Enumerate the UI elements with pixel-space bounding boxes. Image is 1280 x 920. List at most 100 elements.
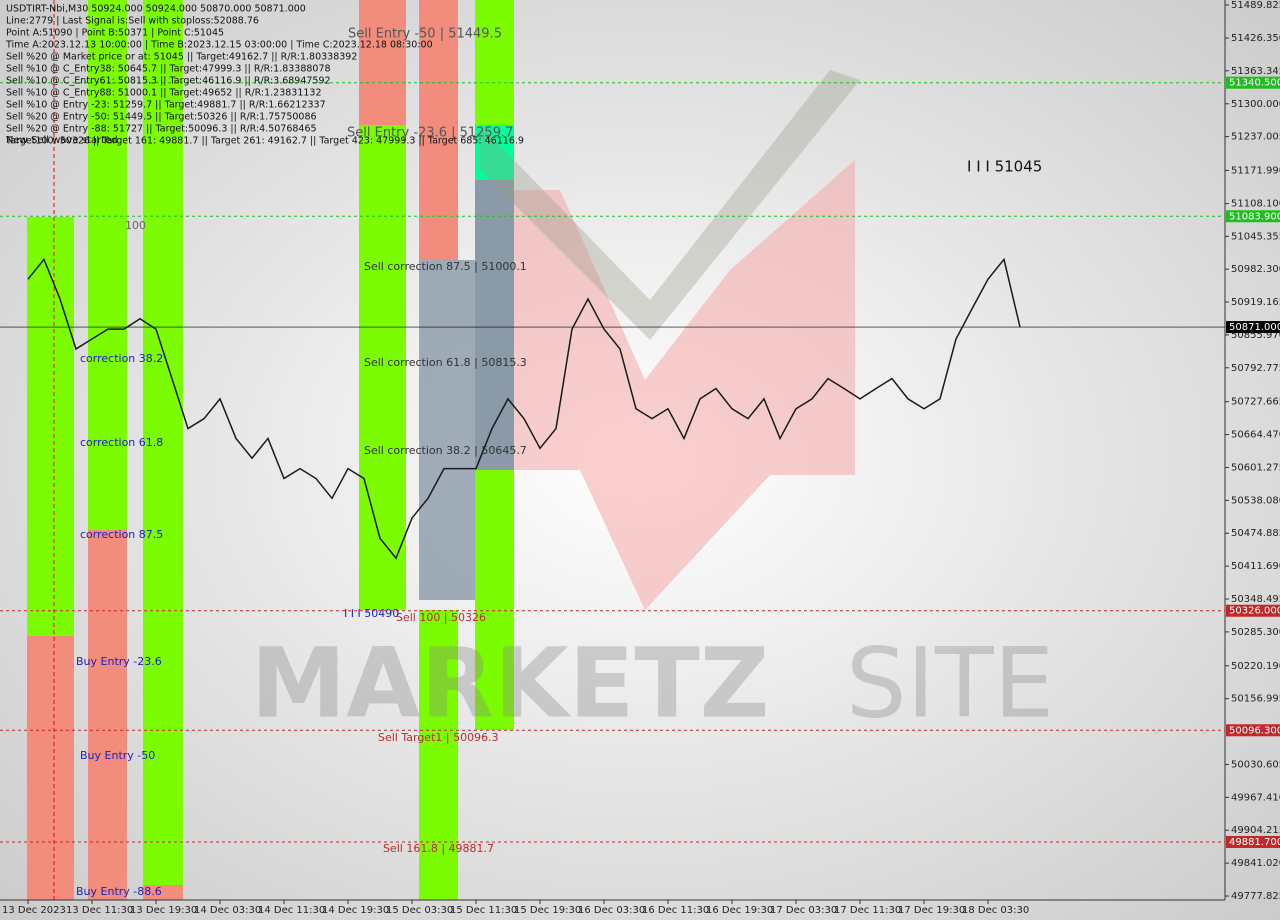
level-label: 51083.900 [1229, 211, 1280, 222]
level-label: 50096.300 [1229, 725, 1280, 736]
y-tick-label: 50030.605 [1231, 759, 1280, 770]
annotation: Sell correction 87.5 | 51000.1 [364, 260, 527, 273]
y-tick-label: 51363.345 [1231, 66, 1280, 77]
y-tick-label: 50348.495 [1231, 594, 1280, 605]
x-tick-label: 14 Dec 11:30 [258, 905, 325, 916]
y-tick-label: 50919.165 [1231, 297, 1280, 308]
y-tick-label: 50727.665 [1231, 397, 1280, 408]
level-label: 51340.500 [1229, 78, 1280, 89]
zone [419, 610, 458, 900]
level-label: 50871.000 [1229, 322, 1280, 333]
annotation: Sell 100 | 50326 [396, 611, 486, 624]
zone [475, 0, 514, 125]
x-tick-label: 16 Dec 19:30 [706, 905, 773, 916]
annotation: Sell correction 61.8 | 50815.3 [364, 356, 527, 369]
x-tick-label: 15 Dec 11:30 [450, 905, 517, 916]
watermark: SITE [846, 627, 1055, 739]
y-tick-label: 49777.825 [1231, 891, 1280, 902]
level-box [1226, 76, 1280, 89]
wave-note: New Sell wave started [6, 135, 118, 146]
zone [27, 636, 74, 900]
y-tick-label: 50601.275 [1231, 462, 1280, 473]
x-tick-label: 13 Dec 19:30 [130, 905, 197, 916]
annotation: correction 87.5 [80, 528, 163, 541]
zone [359, 125, 406, 610]
zone [88, 0, 127, 530]
info-line: Sell %10 @ C_Entry88: 51000.1 || Target:… [6, 88, 322, 99]
info-line: Point A:51090 | Point B:50371 | Point C:… [6, 28, 224, 39]
y-tick-label: 50855.970 [1231, 330, 1280, 341]
x-tick-label: 15 Dec 19:30 [514, 905, 581, 916]
level-label: 49881.700 [1229, 837, 1280, 848]
level-label: 50326.000 [1229, 606, 1280, 617]
info-line: Sell %20 @ Market price or at: 51045 || … [6, 52, 357, 63]
x-tick-label: 17 Dec 11:30 [834, 905, 901, 916]
logo-shape [514, 160, 855, 610]
y-tick-label: 51108.100 [1231, 199, 1280, 210]
info-line: USDTIRT-Nbi,M30 50924.000 50924.000 5087… [6, 4, 306, 15]
info-line: Sell %10 @ C_Entry38: 50645.7 || Target:… [6, 64, 331, 75]
y-tick-label: 49841.020 [1231, 858, 1280, 869]
annotation: Sell Entry -50 | 51449.5 [348, 27, 502, 42]
y-tick-label: 50156.995 [1231, 694, 1280, 705]
y-tick-label: 50664.470 [1231, 430, 1280, 441]
y-tick-label: 51489.825 [1231, 0, 1280, 11]
y-tick-label: 49904.215 [1231, 825, 1280, 836]
zone [88, 530, 127, 900]
zone [143, 0, 183, 885]
zone [143, 885, 183, 900]
info-line: Time A:2023.12.13 10:00:00 | Time B:2023… [5, 40, 433, 51]
y-tick-label: 50792.775 [1231, 363, 1280, 374]
zone [27, 217, 74, 636]
annotation: Buy Entry -88.6 [76, 885, 162, 898]
annotation: Buy Entry -50 [80, 749, 155, 762]
annotation: Sell Target1 | 50096.3 [378, 731, 499, 744]
y-tick-label: 50411.690 [1231, 561, 1280, 572]
x-tick-label: 18 Dec 03:30 [962, 905, 1029, 916]
annotation: 100 [125, 219, 146, 232]
y-tick-label: 49967.410 [1231, 792, 1280, 803]
price-line [27, 257, 1021, 560]
level-box [1226, 835, 1280, 848]
annotation: correction 61.8 [80, 436, 163, 449]
watermark: MARKETZ [251, 627, 770, 739]
y-tick-label: 51171.990 [1231, 165, 1280, 176]
annotation: I I I 50490 [344, 607, 399, 620]
x-tick-label: 16 Dec 03:30 [578, 905, 645, 916]
x-tick-label: 14 Dec 03:30 [194, 905, 261, 916]
info-line: Sell %10 @ C_Entry61: 50815.3 || Target:… [6, 76, 331, 87]
info-line: Sell %20 @ Entry -88: 51727 || Target:50… [6, 124, 317, 135]
zones [27, 0, 860, 900]
level-box [1226, 321, 1280, 334]
level-box [1226, 604, 1280, 617]
level-box [1226, 724, 1280, 737]
y-tick-label: 50982.300 [1231, 264, 1280, 275]
y-tick-label: 50538.080 [1231, 495, 1280, 506]
y-tick-label: 51237.005 [1231, 132, 1280, 143]
zone [419, 260, 475, 600]
x-tick-label: 14 Dec 19:30 [322, 905, 389, 916]
y-tick-label: 50285.300 [1231, 627, 1280, 638]
level-box [1226, 210, 1280, 223]
y-tick-label: 51045.355 [1231, 231, 1280, 242]
zone [359, 0, 406, 125]
info-line: Sell %10 @ Entry -23: 51259.7 || Target:… [6, 100, 326, 111]
x-tick-label: 17 Dec 03:30 [770, 905, 837, 916]
x-tick-label: 17 Dec 19:30 [898, 905, 965, 916]
y-tick-label: 51300.000 [1231, 99, 1280, 110]
zone [475, 125, 514, 180]
annotation: I I I 51045 [967, 158, 1042, 176]
logo-shape [480, 70, 860, 340]
y-tick-label: 51426.350 [1231, 33, 1280, 44]
info-line: Line:2779 | Last Signal is:Sell with sto… [6, 16, 259, 27]
x-tick-label: 13 Dec 11:30 [66, 905, 133, 916]
annotation: Sell Entry -23.6 | 51259.7 [347, 126, 513, 141]
info-line: Target100: 50326 || Target 161: 49881.7 … [5, 136, 524, 147]
annotation: Buy Entry -23.6 [76, 655, 162, 668]
x-tick-label: 16 Dec 11:30 [642, 905, 709, 916]
annotation: Sell correction 38.2 | 50645.7 [364, 444, 527, 457]
annotation: correction 38.2 [80, 352, 163, 365]
info-line: Sell %20 @ Entry -50: 51449.5 || Target:… [6, 112, 317, 123]
y-tick-label: 50474.885 [1231, 528, 1280, 539]
